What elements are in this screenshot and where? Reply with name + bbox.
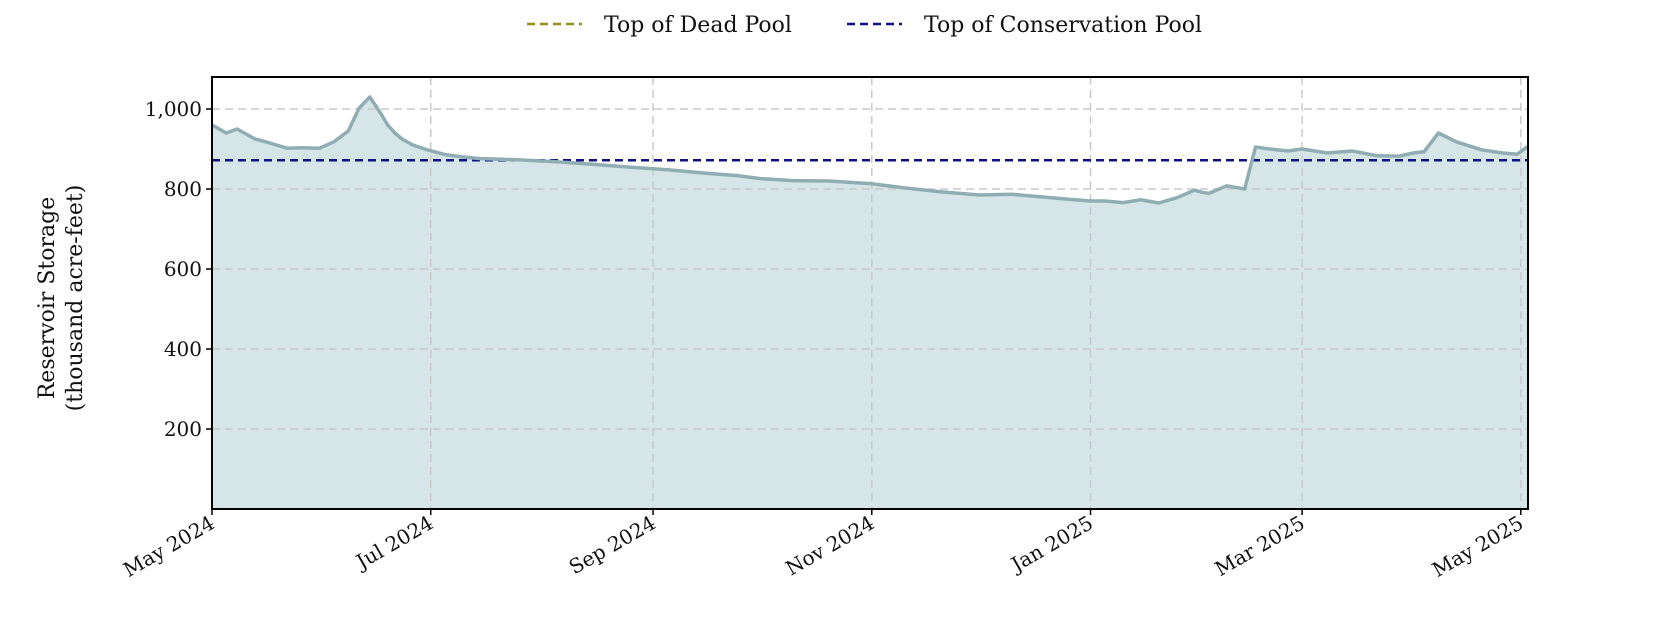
x-tick-label: Nov 2024 (781, 511, 878, 581)
y-axis-title-line-2: (thousand acre-feet) (63, 185, 88, 412)
y-axis-title: Reservoir Storage (thousand acre-feet) (35, 185, 88, 412)
x-tick-label: Jan 2025 (1005, 511, 1097, 578)
storage-area-fill (212, 97, 1528, 509)
y-tick-label: 800 (164, 177, 202, 201)
x-axis-ticks: May 2024 Jul 2024 Sep 2024 Nov 2024 Jan 2025… (119, 509, 1527, 582)
y-tick-label: 1,000 (145, 97, 202, 121)
plot-area (211, 76, 1530, 510)
y-axis-title-line-1: Reservoir Storage (35, 197, 60, 400)
x-tick-label: Jul 2024 (350, 511, 437, 575)
storage-series-line (211, 95, 1530, 205)
legend: Top of Dead Pool Top of Conservation Poo… (527, 13, 1202, 38)
x-tick-label: Mar 2025 (1211, 511, 1309, 581)
y-tick-label: 600 (164, 257, 202, 281)
x-tick-label: Sep 2024 (565, 511, 660, 580)
plot-frame (211, 76, 1529, 510)
y-tick-label: 200 (164, 417, 202, 441)
legend-dead-pool-label: Top of Dead Pool (604, 13, 792, 38)
legend-conservation-pool-label: Top of Conservation Pool (924, 13, 1202, 38)
x-tick-label: May 2024 (119, 511, 218, 582)
x-tick-label: May 2025 (1428, 511, 1527, 582)
y-tick-label: 400 (164, 337, 202, 361)
y-axis-ticks: 200 400 600 800 1,000 (145, 97, 212, 441)
